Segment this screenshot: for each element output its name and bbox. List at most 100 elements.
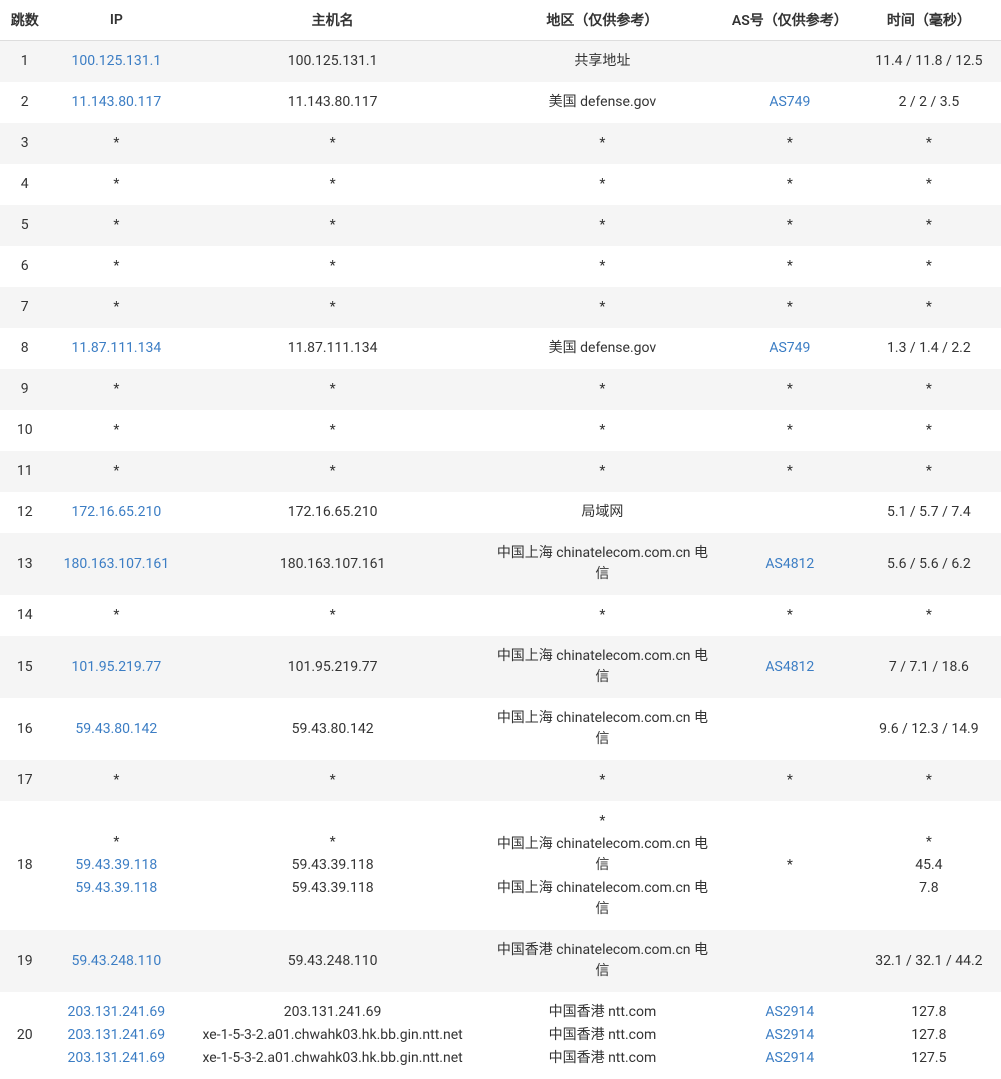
cell-region-text: *	[599, 605, 605, 626]
cell-region-text: 中国上海 chinatelecom.com.cn 电信	[490, 834, 715, 876]
cell-time-text: 11.4 / 11.8 / 12.5	[875, 51, 982, 72]
cell-hop: 4	[0, 164, 49, 205]
cell-time-text: *	[926, 215, 932, 236]
cell-ip-link[interactable]: 11.87.111.134	[71, 338, 161, 359]
cell-ip-link[interactable]: 59.43.80.142	[75, 719, 157, 740]
cell-time-text: 7 / 7.1 / 18.6	[889, 657, 969, 678]
cell-time-text: *	[926, 256, 932, 277]
cell-ip-link[interactable]: 101.95.219.77	[71, 657, 161, 678]
cell-ip-link[interactable]: 11.143.80.117	[71, 92, 161, 113]
cell-as-text: *	[787, 297, 793, 318]
cell-host-text: 101.95.219.77	[288, 657, 378, 678]
col-header-ip: IP	[49, 0, 183, 41]
cell-ip-link[interactable]: 59.43.248.110	[71, 951, 161, 972]
table-row: 6*****	[0, 246, 1001, 287]
cell-time-text: *	[926, 297, 932, 318]
table-row: 1959.43.248.11059.43.248.110中国香港 chinate…	[0, 930, 1001, 992]
table-body: 1100.125.131.1100.125.131.1共享地址 11.4 / 1…	[0, 41, 1001, 1079]
cell-host-text: *	[330, 832, 336, 853]
cell-region-text: *	[599, 256, 605, 277]
col-header-hop: 跳数	[0, 0, 49, 41]
cell-time-text: 127.8	[911, 1025, 946, 1046]
cell-host-text: *	[330, 770, 336, 791]
cell-as-link[interactable]: AS2914	[765, 1048, 814, 1069]
cell-region-text: 局域网	[581, 502, 623, 523]
cell-as-text: *	[787, 174, 793, 195]
cell-time-text: 9.6 / 12.3 / 14.9	[879, 719, 978, 740]
cell-host-text: *	[330, 215, 336, 236]
table-row: 1100.125.131.1100.125.131.1共享地址 11.4 / 1…	[0, 41, 1001, 83]
cell-as-text: *	[787, 420, 793, 441]
cell-time-text: *	[926, 420, 932, 441]
cell-host-text: *	[330, 461, 336, 482]
cell-as-link[interactable]: AS749	[769, 338, 810, 359]
cell-time-text: 1.3 / 1.4 / 2.2	[887, 338, 971, 359]
table-row: 13180.163.107.161180.163.107.161中国上海 chi…	[0, 533, 1001, 595]
cell-ip-link[interactable]: 59.43.39.118	[75, 878, 157, 899]
cell-ip-link[interactable]: 203.131.241.69	[68, 1025, 166, 1046]
cell-as-text	[788, 951, 791, 972]
cell-as-link[interactable]: AS2914	[765, 1002, 814, 1023]
cell-ip-link[interactable]: 180.163.107.161	[64, 554, 170, 575]
cell-as-link[interactable]: AS749	[769, 92, 810, 113]
cell-ip-text: *	[113, 297, 119, 318]
cell-hop: 12	[0, 492, 49, 533]
cell-as-text: *	[787, 461, 793, 482]
cell-ip-link[interactable]: 203.131.241.69	[68, 1002, 166, 1023]
cell-ip-link[interactable]: 100.125.131.1	[71, 51, 161, 72]
cell-as-text: *	[787, 256, 793, 277]
cell-hop: 11	[0, 451, 49, 492]
cell-host-text: xe-1-5-3-2.a01.chwahk03.hk.bb.gin.ntt.ne…	[202, 1048, 462, 1069]
cell-region-text: 美国 defense.gov	[549, 338, 657, 359]
cell-ip-text: *	[113, 379, 119, 400]
table-row: 9*****	[0, 369, 1001, 410]
cell-ip-link[interactable]: 172.16.65.210	[71, 502, 161, 523]
cell-host-text: 59.43.39.118	[292, 855, 374, 876]
cell-host-text: 59.43.80.142	[292, 719, 374, 740]
cell-hop: 8	[0, 328, 49, 369]
cell-region-text: *	[599, 297, 605, 318]
cell-region-text: 中国上海 chinatelecom.com.cn 电信	[490, 543, 715, 585]
cell-hop: 13	[0, 533, 49, 595]
cell-time-text: *	[926, 174, 932, 195]
cell-hop: 6	[0, 246, 49, 287]
cell-as-text: *	[787, 770, 793, 791]
cell-host-text: *	[330, 379, 336, 400]
cell-ip-link[interactable]: 59.43.39.118	[75, 855, 157, 876]
cell-ip-link[interactable]: 203.131.241.69	[68, 1048, 166, 1069]
cell-ip-text: *	[113, 215, 119, 236]
cell-hop: 17	[0, 760, 49, 801]
col-header-as: AS号（仅供参考）	[723, 0, 857, 41]
table-row: 17*****	[0, 760, 1001, 801]
cell-hop: 5	[0, 205, 49, 246]
cell-host-text: 59.43.39.118	[292, 878, 374, 899]
cell-as-link[interactable]: AS2914	[765, 1025, 814, 1046]
cell-host-text: *	[330, 297, 336, 318]
cell-hop: 7	[0, 287, 49, 328]
col-header-region: 地区（仅供参考）	[482, 0, 723, 41]
cell-hop: 19	[0, 930, 49, 992]
table-row: 5*****	[0, 205, 1001, 246]
cell-as-link[interactable]: AS4812	[765, 554, 814, 575]
cell-ip-text: *	[113, 133, 119, 154]
cell-region-text: 共享地址	[574, 51, 630, 72]
table-row: 20203.131.241.69203.131.241.69203.131.24…	[0, 992, 1001, 1079]
cell-time-text: *	[926, 770, 932, 791]
table-row: 211.143.80.11711.143.80.117美国 defense.go…	[0, 82, 1001, 123]
cell-hop: 3	[0, 123, 49, 164]
cell-time-text: 45.4	[915, 855, 942, 876]
cell-region-text: 中国香港 ntt.com	[549, 1002, 657, 1023]
table-row: 10*****	[0, 410, 1001, 451]
cell-region-text: *	[599, 174, 605, 195]
table-row: 3*****	[0, 123, 1001, 164]
cell-as-link[interactable]: AS4812	[765, 657, 814, 678]
cell-time-text: 5.6 / 5.6 / 6.2	[887, 554, 971, 575]
cell-host-text: 203.131.241.69	[284, 1002, 382, 1023]
cell-hop: 18	[0, 801, 49, 930]
cell-hop: 1	[0, 41, 49, 83]
cell-host-text: 11.143.80.117	[288, 92, 378, 113]
table-row: 18*59.43.39.11859.43.39.118*59.43.39.118…	[0, 801, 1001, 930]
cell-ip-text: *	[113, 256, 119, 277]
cell-region-text: *	[599, 420, 605, 441]
cell-hop: 20	[0, 992, 49, 1079]
